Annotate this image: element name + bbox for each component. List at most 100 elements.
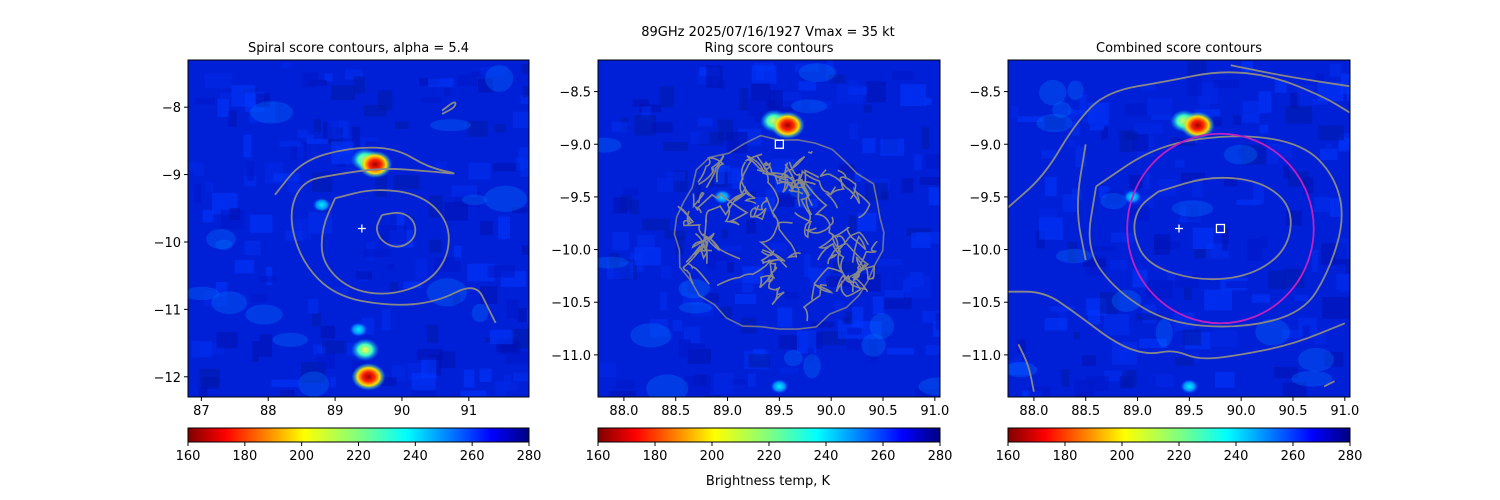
- y-tick-label: −10.0: [551, 244, 591, 259]
- x-tick-label: 89.0: [1123, 404, 1152, 419]
- colorbar-tick-label: 260: [871, 449, 896, 464]
- colorbar-tick-label: 260: [460, 449, 485, 464]
- x-tick-label: 91.0: [920, 404, 949, 419]
- panel-title: Spiral score contours, alpha = 5.4: [248, 41, 469, 56]
- x-tick-label: 90.0: [1227, 404, 1256, 419]
- x-tick-label: 89.5: [1175, 404, 1204, 419]
- y-tick-label: −10.5: [551, 296, 591, 311]
- y-tick-label: −10.5: [961, 296, 1001, 311]
- colorbar-tick-label: 240: [814, 449, 839, 464]
- suptitle-line1: 89GHz 2025/07/16/1927 Vmax = 35 kt: [641, 25, 895, 40]
- x-tick-label: 88.5: [661, 404, 690, 419]
- x-tick-label: 91.0: [1330, 404, 1359, 419]
- x-tick-label: 89.5: [765, 404, 794, 419]
- y-tick-label: −12: [154, 371, 181, 386]
- colorbar-tick-label: 240: [1224, 449, 1249, 464]
- colorbar-tick-label: 260: [1281, 449, 1306, 464]
- hotspot-2: [351, 363, 386, 391]
- colorbar-tick-label: 280: [928, 449, 953, 464]
- contour-7: [1323, 380, 1335, 388]
- x-tick-label: 91: [461, 404, 478, 419]
- combined-panel: Combined score contours 88.0 88.5 89.0 89.5 9…: [961, 41, 1363, 464]
- center-plus-marker: [1175, 224, 1183, 233]
- colorbar-tick-label: 200: [1110, 449, 1135, 464]
- colorbar: 160 180 200 220 240 260 280: [586, 427, 953, 464]
- y-tick-label: −10.0: [961, 244, 1001, 259]
- y-tick-label: −11.0: [961, 349, 1001, 364]
- y-tick-label: −8.5: [969, 86, 1001, 101]
- colorbar-tick-label: 220: [1167, 449, 1192, 464]
- x-tick-label: 88.0: [1019, 404, 1048, 419]
- x-tick-label: 88: [260, 404, 277, 419]
- contour-1: [1088, 135, 1343, 328]
- x-tick-label: 88.5: [1071, 404, 1100, 419]
- contour-0: [376, 212, 417, 248]
- center-plus-marker: [357, 224, 366, 233]
- colorbar-tick-label: 180: [232, 449, 257, 464]
- axes-frame: [187, 59, 530, 398]
- heatmap-field: [188, 60, 529, 397]
- contour-5: [1230, 64, 1350, 88]
- hotspot-1: [358, 150, 393, 179]
- hotspot-1: [770, 111, 805, 139]
- colorbar-label: Brightness temp, K: [706, 474, 831, 489]
- x-tick-label: 87: [193, 404, 210, 419]
- colorbar-tick-label: 280: [517, 449, 542, 464]
- colorbar-tick-label: 220: [346, 449, 371, 464]
- colorbar: 160 180 200 220 240 260 280: [996, 427, 1363, 464]
- ring-panel: Ring score contours 88.0 88.5 89.0 89.5 90.0 9…: [551, 41, 953, 464]
- contour-2: [274, 146, 497, 324]
- hotspot-3: [351, 338, 380, 362]
- x-tick-label: 90.0: [817, 404, 846, 419]
- y-tick-label: −11.0: [551, 349, 591, 364]
- panel-title: Ring score contours: [704, 41, 833, 56]
- hotspot-4: [349, 322, 368, 337]
- fit-circle: [1126, 132, 1315, 325]
- y-tick-label: −9.0: [969, 138, 1001, 153]
- x-tick-label: 88.0: [609, 404, 638, 419]
- colorbar-tick-label: 160: [586, 449, 611, 464]
- colorbar-tick-label: 200: [289, 449, 314, 464]
- y-tick-label: −9: [162, 169, 181, 184]
- contour-4: [1017, 343, 1035, 392]
- x-tick-label: 90.5: [1279, 404, 1308, 419]
- center-square-marker: [774, 139, 785, 149]
- contour-0: [1133, 176, 1292, 281]
- y-tick-label: −10: [154, 236, 181, 251]
- y-tick-label: −11: [154, 303, 181, 318]
- x-tick-label: 90.5: [869, 404, 898, 419]
- spiral-panel: Spiral score contours, alpha = 5.4 87 88 89…: [154, 41, 542, 464]
- contour-2: [1008, 71, 1350, 209]
- contour-6: [1077, 144, 1087, 261]
- colorbar-tick-label: 180: [643, 449, 668, 464]
- y-tick-label: −9.5: [969, 191, 1001, 206]
- colorbar-tick-label: 180: [1053, 449, 1078, 464]
- hotspot-3: [1180, 379, 1199, 394]
- colorbar-tick-label: 280: [1338, 449, 1363, 464]
- x-tick-label: 89.0: [713, 404, 742, 419]
- colorbar-tick-label: 200: [700, 449, 725, 464]
- center-square-marker: [1215, 223, 1226, 234]
- ring-score-contours: [673, 134, 885, 330]
- y-tick-label: −8: [162, 101, 181, 116]
- colorbar-tick-label: 220: [757, 449, 782, 464]
- x-tick-label: 90: [394, 404, 411, 419]
- x-tick-label: 89: [327, 404, 344, 419]
- panel-title: Combined score contours: [1096, 41, 1262, 56]
- colorbar: 160 180 200 220 240 260 280: [176, 427, 542, 464]
- axes-frame: [1007, 59, 1351, 398]
- hotspot-5: [312, 197, 331, 213]
- contour-3: [1008, 290, 1346, 360]
- colorbar-tick-label: 160: [996, 449, 1021, 464]
- heatmap-field: [1008, 60, 1350, 397]
- contour-1: [320, 189, 450, 295]
- y-tick-label: −8.5: [559, 86, 591, 101]
- colorbar-tick-label: 160: [176, 449, 201, 464]
- y-tick-label: −9.0: [559, 138, 591, 153]
- hotspot-3: [770, 379, 789, 394]
- contour-3: [441, 101, 457, 115]
- colorbar-tick-label: 240: [403, 449, 428, 464]
- y-tick-label: −9.5: [559, 191, 591, 206]
- heatmap-field: [598, 60, 940, 397]
